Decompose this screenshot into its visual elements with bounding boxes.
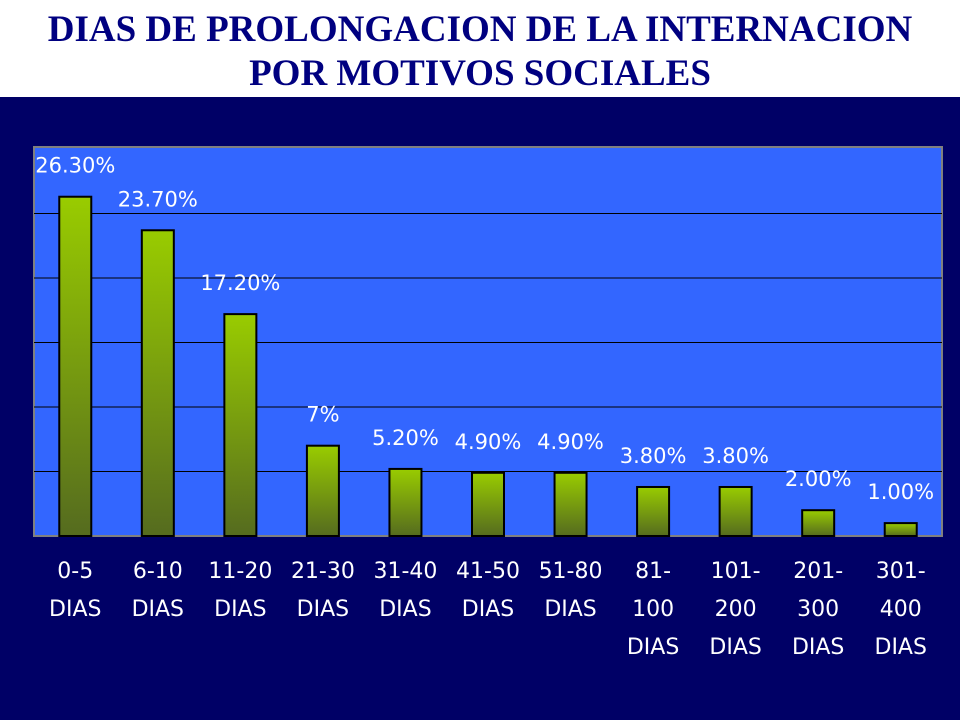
x-tick-label-line: 31-40 <box>373 559 437 584</box>
data-label: 3.80% <box>702 444 769 468</box>
x-tick-label: 21-30 DIAS <box>291 559 355 622</box>
x-tick-label: 31-40 DIAS <box>373 559 437 622</box>
title-line-2: POR MOTIVOS SOCIALES <box>249 53 711 94</box>
x-tick-label-line: 21-30 <box>291 559 355 584</box>
bar <box>801 509 836 538</box>
x-tick-label-line: 100 <box>632 597 674 622</box>
bar <box>140 229 175 538</box>
bar <box>305 444 340 538</box>
gridlines <box>34 213 942 472</box>
x-tick-label-line: 6-10 <box>133 559 183 584</box>
bars <box>58 195 918 538</box>
x-tick-label: 41-50 DIAS <box>456 559 520 622</box>
title-line-1: DIAS DE PROLONGACION DE LA INTERNACION <box>47 9 913 50</box>
data-label: 17.20% <box>200 271 280 295</box>
title-banner: DIAS DE PROLONGACION DE LA INTERNACION P… <box>0 0 960 97</box>
data-label: 26.30% <box>35 154 115 178</box>
x-tick-label-line: DIAS <box>462 597 514 622</box>
bar <box>553 471 588 538</box>
bar <box>223 313 258 537</box>
data-label: 1.00% <box>867 480 934 504</box>
x-tick-label-line: 201- <box>793 559 843 584</box>
x-tick-labels: 0-5 DIAS 6-10 DIAS 11-20 DIAS 21-30 DIAS 31-40 DI… <box>49 559 927 660</box>
data-label: 4.90% <box>455 430 522 454</box>
data-label: 3.80% <box>620 444 687 468</box>
x-tick-label: 301- 400 DIAS <box>875 559 927 660</box>
data-label: 5.20% <box>372 426 439 450</box>
x-tick-label-line: 300 <box>797 597 839 622</box>
x-tick-label: 0-5 DIAS <box>49 559 101 622</box>
x-tick-label-line: 41-50 <box>456 559 520 584</box>
data-label: 4.90% <box>537 430 604 454</box>
x-tick-label-line: DIAS <box>709 635 761 660</box>
data-labels: 26.30%23.70% 17.20% 7% 5.20% 4.90% 4.90% 3.80%… <box>35 154 934 504</box>
x-tick-label-line: 81- <box>635 559 671 584</box>
x-tick-label-line: 51-80 <box>539 559 603 584</box>
x-tick-label: 6-10 DIAS <box>132 559 184 622</box>
bar <box>718 485 753 538</box>
data-label: 2.00% <box>785 467 852 491</box>
x-tick-label-line: DIAS <box>214 597 266 622</box>
bar <box>883 522 918 537</box>
x-tick-label-line: 200 <box>715 597 757 622</box>
x-tick-label-line: 301- <box>876 559 926 584</box>
data-label: 7% <box>306 403 339 427</box>
x-tick-label-line: DIAS <box>792 635 844 660</box>
bar <box>388 467 423 538</box>
x-tick-label-line: DIAS <box>627 635 679 660</box>
chart-title: DIAS DE PROLONGACION DE LA INTERNACION P… <box>0 8 960 96</box>
x-tick-label-line: 101- <box>711 559 761 584</box>
x-tick-label: 101- 200 DIAS <box>709 559 761 660</box>
x-tick-label-line: DIAS <box>297 597 349 622</box>
x-tick-label-line: DIAS <box>544 597 596 622</box>
x-tick-label: 11-20 DIAS <box>208 559 272 622</box>
x-tick-label: 81- 100 DIAS <box>627 559 679 660</box>
data-label: 23.70% <box>118 187 198 211</box>
x-tick-label-line: DIAS <box>379 597 431 622</box>
x-tick-label-line: 0-5 <box>57 559 93 584</box>
x-tick-label-line: DIAS <box>875 635 927 660</box>
x-tick-label-line: 400 <box>880 597 922 622</box>
x-tick-label: 51-80 DIAS <box>539 559 603 622</box>
bar <box>58 195 93 537</box>
x-tick-label-line: DIAS <box>132 597 184 622</box>
x-tick-label-line: 11-20 <box>208 559 272 584</box>
bar <box>471 471 505 538</box>
bar <box>636 485 671 538</box>
x-tick-label: 201- 300 DIAS <box>792 559 844 660</box>
x-tick-label-line: DIAS <box>49 597 101 622</box>
